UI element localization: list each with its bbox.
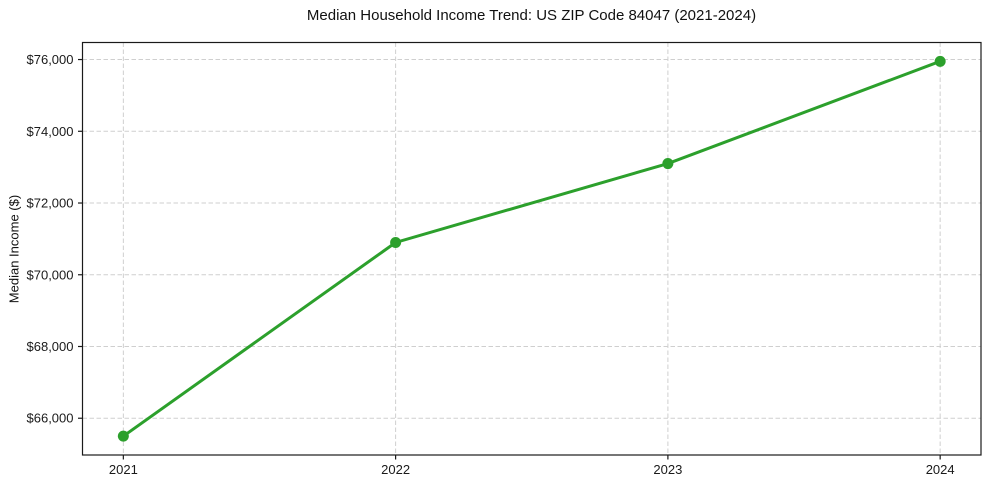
data-point xyxy=(390,236,402,248)
x-tick-label: 2023 xyxy=(653,462,682,477)
y-tick-label: $74,000 xyxy=(27,124,74,139)
y-tick-label: $72,000 xyxy=(27,196,74,211)
x-tick-label: 2022 xyxy=(381,462,410,477)
data-point xyxy=(934,55,946,67)
data-point xyxy=(662,158,674,170)
y-tick-label: $66,000 xyxy=(27,411,74,426)
chart-title: Median Household Income Trend: US ZIP Co… xyxy=(306,7,757,24)
series-line xyxy=(121,59,942,438)
x-tick-label: 2024 xyxy=(926,462,955,477)
plot-border xyxy=(81,41,982,456)
data-point xyxy=(117,430,129,442)
y-tick-label: $76,000 xyxy=(27,52,74,67)
y-tick-label: $68,000 xyxy=(27,339,74,354)
x-tick-label: 2021 xyxy=(109,462,138,477)
y-tick-label: $70,000 xyxy=(27,267,74,282)
y-axis-title: Median Income ($) xyxy=(6,194,22,304)
